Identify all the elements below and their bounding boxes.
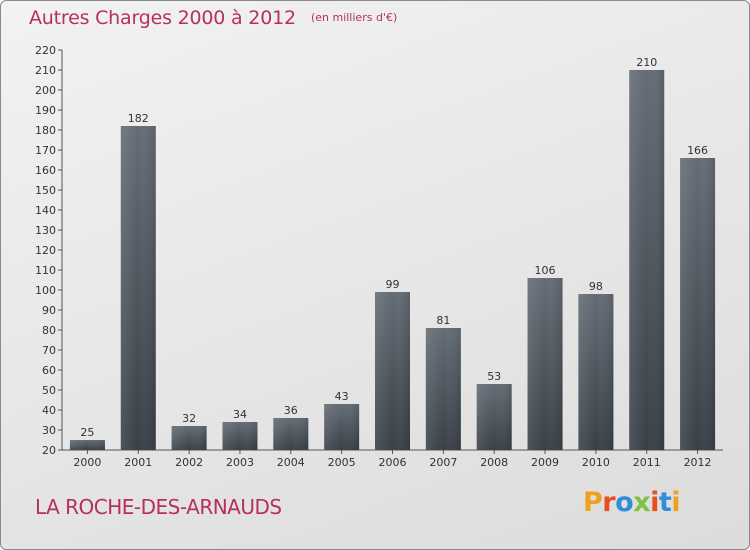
proxiti-logo[interactable]: Proxiti xyxy=(583,487,681,518)
x-tick-label: 2008 xyxy=(480,456,508,469)
x-axis: 2000 2001 2002 2003 2004 2005 2006 2007 2008 2009… xyxy=(62,449,723,469)
x-tick-label: 2003 xyxy=(226,456,254,469)
x-tick-label: 2009 xyxy=(531,456,559,469)
data-label-2004: 36 xyxy=(284,404,298,417)
data-label-2005: 43 xyxy=(335,390,349,403)
x-tick-label: 2002 xyxy=(175,456,203,469)
bar-shading xyxy=(273,418,309,450)
x-tick-label: 2011 xyxy=(633,456,661,469)
logo-letter: t xyxy=(658,487,672,518)
bar-shading xyxy=(680,158,716,450)
y-tick-label: 60 xyxy=(42,364,56,377)
logo-letter: x xyxy=(633,487,651,518)
data-label-2002: 32 xyxy=(182,412,196,425)
data-labels-group: 25 182 32 34 36 43 99 81 53 106 98 210 166 xyxy=(80,56,708,439)
x-tick-label: 2006 xyxy=(379,456,407,469)
data-label-2011: 210 xyxy=(636,56,657,69)
chart-subtitle: (en milliers d'€) xyxy=(310,11,398,24)
y-tick-label: 120 xyxy=(35,244,56,257)
logo-letter: i xyxy=(671,487,681,518)
data-label-2008: 53 xyxy=(487,370,501,383)
y-tick-label: 180 xyxy=(35,124,56,137)
title-row: Autres Charges 2000 à 2012 (en milliers … xyxy=(29,7,397,29)
data-label-2009: 106 xyxy=(535,264,556,277)
x-tick-label: 2007 xyxy=(429,456,457,469)
y-tick-label: 210 xyxy=(35,64,56,77)
bar-shading xyxy=(222,422,258,450)
y-tick-label: 160 xyxy=(35,164,56,177)
data-label-2001: 182 xyxy=(128,112,149,125)
y-tick-label: 170 xyxy=(35,144,56,157)
x-tick-label: 2000 xyxy=(73,456,101,469)
y-tick-label: 40 xyxy=(42,404,56,417)
x-tick-label: 2005 xyxy=(328,456,356,469)
bar-shading xyxy=(425,328,461,450)
y-tick-label: 50 xyxy=(42,384,56,397)
data-label-2007: 81 xyxy=(436,314,450,327)
y-tick-label: 20 xyxy=(42,444,56,457)
y-tick-label: 90 xyxy=(42,304,56,317)
y-tick-label: 100 xyxy=(35,284,56,297)
logo-letter: P xyxy=(583,487,603,518)
data-label-2012: 166 xyxy=(687,144,708,157)
y-tick-label: 110 xyxy=(35,264,56,277)
y-tick-label: 150 xyxy=(35,184,56,197)
x-tick-label: 2010 xyxy=(582,456,610,469)
bar-shading xyxy=(171,426,207,450)
bar-shading xyxy=(629,70,665,450)
x-tick-label: 2001 xyxy=(124,456,152,469)
x-tick-label: 2012 xyxy=(684,456,712,469)
logo-letter: r xyxy=(602,487,616,518)
y-axis: 20 30 40 50 60 70 80 90 100 110 120 130 140 150 160 170… xyxy=(35,44,63,457)
bar-shading xyxy=(375,292,410,450)
location-name: LA ROCHE-DES-ARNAUDS xyxy=(35,495,282,519)
y-tick-label: 200 xyxy=(35,84,56,97)
bar-shading xyxy=(476,384,512,450)
y-tick-label: 80 xyxy=(42,324,56,337)
data-label-2000: 25 xyxy=(80,426,94,439)
y-tick-label: 220 xyxy=(35,44,56,57)
bar-shading xyxy=(578,294,614,450)
bar-shading xyxy=(69,440,105,450)
logo-letter: i xyxy=(650,487,659,518)
bars-group xyxy=(69,70,716,450)
bar-shading xyxy=(527,278,563,450)
y-tick-label: 190 xyxy=(35,104,56,117)
data-label-2003: 34 xyxy=(233,408,247,421)
y-tick-label: 130 xyxy=(35,224,56,237)
x-tick-label: 2004 xyxy=(277,456,305,469)
data-label-2010: 98 xyxy=(589,280,603,293)
y-tick-label: 70 xyxy=(42,344,56,357)
y-tick-label: 140 xyxy=(35,204,56,217)
y-tick-label: 30 xyxy=(42,424,56,437)
data-label-2006: 99 xyxy=(386,278,400,291)
chart-title: Autres Charges 2000 à 2012 xyxy=(29,7,296,29)
bar-shading xyxy=(324,404,360,450)
bar-shading xyxy=(120,126,156,450)
logo-letter: o xyxy=(615,487,634,518)
